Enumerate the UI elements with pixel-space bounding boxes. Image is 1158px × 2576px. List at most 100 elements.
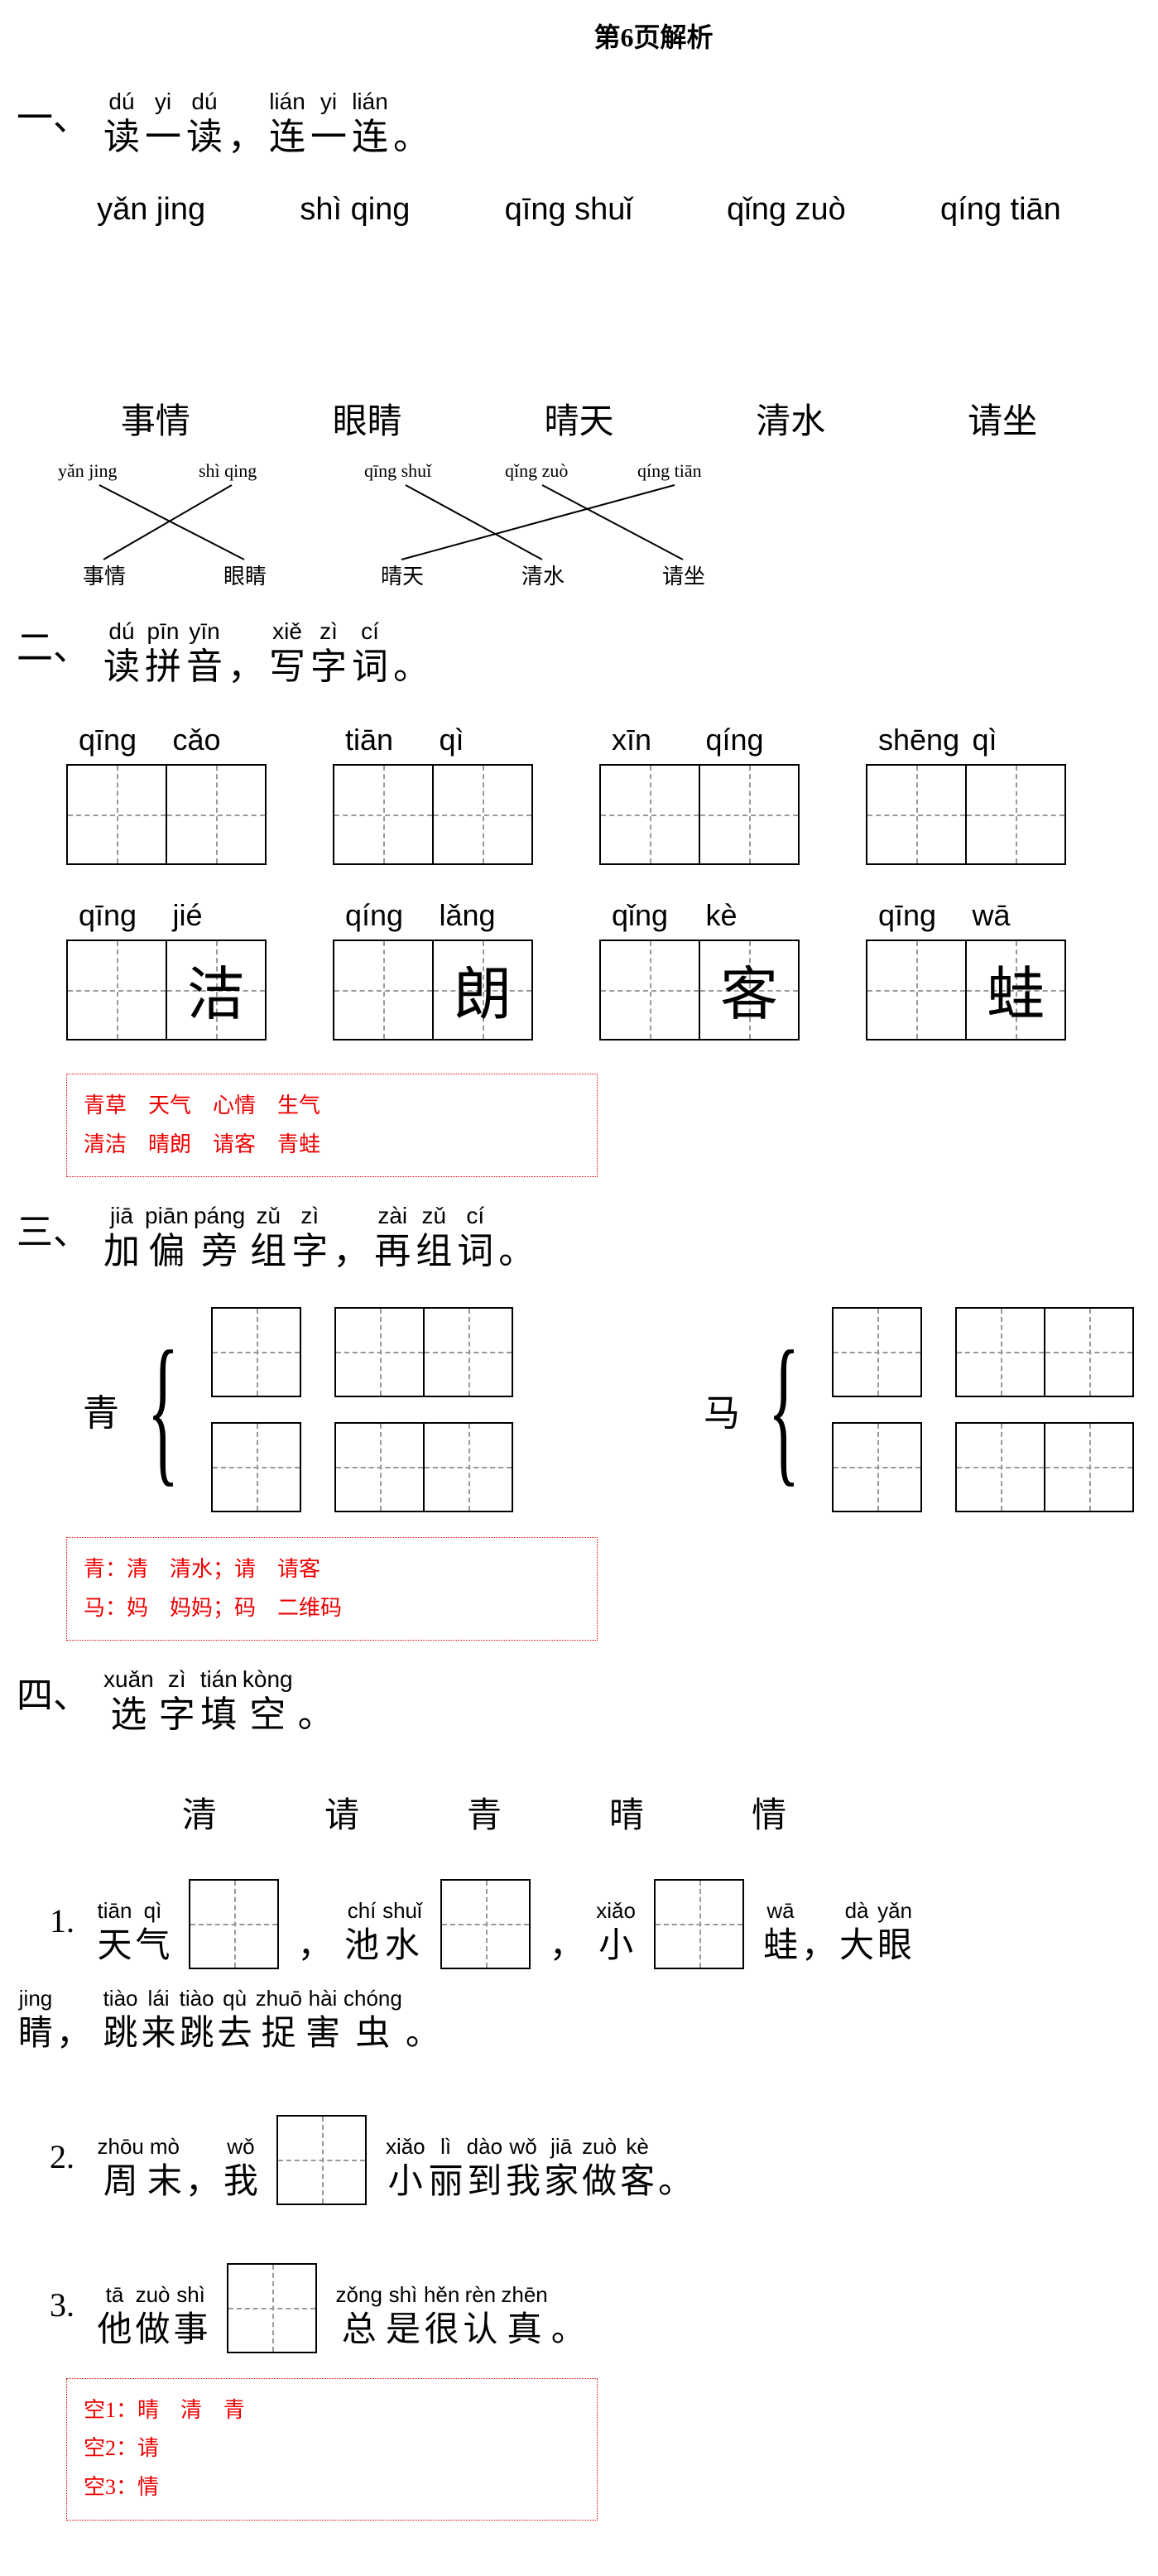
char-fill xyxy=(867,941,965,1039)
ruby-char: hěn很 xyxy=(424,2282,459,2353)
hanzi: 小 xyxy=(386,2160,425,2205)
ruby-char: jing睛 xyxy=(18,1986,53,2057)
pinyin: rèn xyxy=(463,2282,497,2308)
ruby-char: dà大 xyxy=(839,1898,874,1969)
pinyin: jiā xyxy=(103,1202,140,1230)
char-fill xyxy=(334,766,432,863)
ruby-char: dú读 xyxy=(103,88,140,159)
ruby-char: lián连 xyxy=(269,88,305,159)
ruby-char: 。 xyxy=(498,1202,535,1273)
hanzi: 跳 xyxy=(103,2011,138,2057)
sentence-2: 2. zhōu周mò末 ，wǒ我 xiǎo小lì丽dào到wǒ我jiā家zuò做… xyxy=(0,2107,1158,2213)
pinyin: dú xyxy=(186,88,223,116)
hanzi: ， xyxy=(228,646,264,690)
word-item: 眼睛 xyxy=(333,393,402,444)
ruby-char: dào到 xyxy=(467,2134,502,2205)
char-box xyxy=(333,764,434,865)
hanzi: 丽 xyxy=(429,2160,464,2205)
hanzi: 蛙 xyxy=(763,1924,798,1969)
pinyin: shì xyxy=(386,2282,420,2308)
char-box xyxy=(1045,1422,1134,1512)
hanzi: 去 xyxy=(218,2011,252,2057)
char-box xyxy=(211,1422,301,1512)
char-fill xyxy=(434,766,531,863)
choice-char: 晴 xyxy=(609,1787,644,1838)
pinyin: zhōu xyxy=(98,2134,144,2160)
char-box xyxy=(832,1422,922,1512)
hanzi: 客 xyxy=(620,2160,655,2205)
hanzi: 末 xyxy=(147,2160,182,2205)
box-pinyin: qīngjié xyxy=(66,898,267,933)
pinyin: zuò xyxy=(582,2134,617,2160)
hanzi: 空 xyxy=(243,1694,293,1737)
char-fill xyxy=(167,766,265,863)
char-fill xyxy=(867,766,965,863)
pinyin: zì xyxy=(291,1202,328,1230)
pinyin: yi xyxy=(310,88,347,116)
char-fill xyxy=(68,766,166,863)
answer-line: 青草 天气 心情 生气 xyxy=(84,1087,580,1126)
pinyin: chóng xyxy=(344,1986,402,2011)
pinyin xyxy=(801,1898,836,1924)
radical-char: 青 xyxy=(83,1383,119,1436)
sec2-num: 二、 xyxy=(17,618,89,670)
ruby-char: zhēn真 xyxy=(501,2282,547,2353)
char-box: 蛙 xyxy=(967,940,1066,1040)
answer-line: 空1：晴 清 青 xyxy=(84,2391,580,2430)
pinyin: lái xyxy=(142,1986,176,2011)
char-box xyxy=(333,940,434,1040)
ruby-char: cí词 xyxy=(352,618,388,689)
hanzi: 虫 xyxy=(344,2011,402,2057)
ruby-char: jiā家 xyxy=(544,2134,579,2205)
word-item: 晴天 xyxy=(544,393,613,444)
ruby-char: tián填 xyxy=(200,1665,238,1737)
char-fill xyxy=(601,941,699,1039)
answer-line: 清洁 晴朗 请客 青蛙 xyxy=(84,1126,580,1165)
pinyin: wǒ xyxy=(506,2134,541,2160)
word-item: 请坐 xyxy=(968,393,1037,444)
ruby-char: 。 xyxy=(551,2282,586,2353)
sec3-body: 青 { 马 { xyxy=(0,1307,1158,1512)
ruby-char: kòng空 xyxy=(243,1665,293,1737)
page-title: 第6页解析 xyxy=(149,0,1158,79)
char-box: 朗 xyxy=(434,940,533,1040)
char-fill: 蛙 xyxy=(967,941,1064,1039)
ruby-char: qì气 xyxy=(136,1898,171,1969)
ruby-char: xuǎn选 xyxy=(103,1665,154,1737)
sec1-pinyin-row: yǎn jing shì qing qīng shuǐ qǐng zuò qín… xyxy=(0,192,1158,228)
pinyin: yǎn xyxy=(877,1898,912,1924)
page-root: 第6页解析 一、 dú读yi一dú读 ，lián连yi一lián连 。 yǎn … xyxy=(0,0,1158,2521)
ruby-char: zǔ组 xyxy=(416,1202,452,1273)
ruby-char: wā蛙 xyxy=(763,1898,798,1969)
pinyin: mò xyxy=(147,2134,182,2160)
ruby-char: pīn拼 xyxy=(145,618,181,689)
ruby-char: páng旁 xyxy=(194,1202,245,1273)
hanzi: ， xyxy=(228,116,264,160)
sec3-group-2: 马 { xyxy=(704,1307,1134,1512)
pinyin: lián xyxy=(352,88,388,116)
hanzi: 。 xyxy=(393,646,430,690)
ruby-char: ， xyxy=(228,88,264,159)
pinyin xyxy=(406,1986,440,2011)
sentence-num: 1. xyxy=(50,1902,74,1939)
pinyin: cí xyxy=(352,618,388,646)
pinyin: yi xyxy=(145,88,181,116)
hanzi: 再 xyxy=(374,1230,411,1274)
char-fill xyxy=(967,766,1064,863)
choice-char: 请 xyxy=(324,1787,359,1838)
pinyin xyxy=(333,1202,369,1230)
hanzi: 连 xyxy=(352,116,388,160)
hanzi: 一 xyxy=(310,116,347,160)
pinyin: cí xyxy=(457,1202,493,1230)
pinyin-box-item: tiānqì xyxy=(333,723,533,865)
pinyin xyxy=(498,1202,535,1230)
box-pinyin: xīnqíng xyxy=(599,723,800,757)
section4-title: 四、 xuǎn选zì字tián填kòng空 。 xyxy=(17,1665,1158,1737)
blank-box xyxy=(440,1879,531,1969)
hanzi: 到 xyxy=(467,2160,502,2205)
ruby-char: zài再 xyxy=(374,1202,411,1273)
pinyin-box-item: xīnqíng xyxy=(599,723,800,865)
ruby-char: wǒ我 xyxy=(506,2134,541,2205)
ruby-char: chí池 xyxy=(344,1898,379,1969)
pinyin xyxy=(658,2134,693,2160)
